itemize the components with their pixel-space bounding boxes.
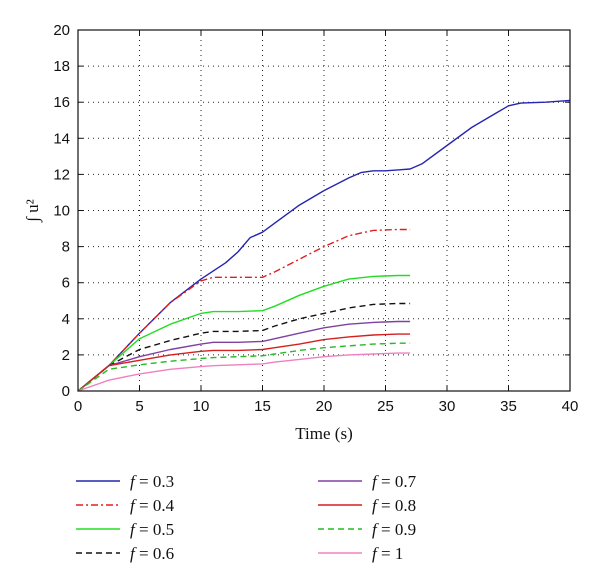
legend-variable: f <box>372 496 379 515</box>
legend-variable: f <box>130 472 137 491</box>
legend-label: f = 0.9 <box>372 520 416 539</box>
x-tick-label: 35 <box>500 398 517 415</box>
series-line-3 <box>77 274 411 392</box>
x-axis-label: Time (s) <box>295 424 352 443</box>
y-tick-label: 0 <box>62 383 70 400</box>
series-line-7 <box>77 342 411 392</box>
x-tick-label: 0 <box>74 398 82 415</box>
legend-variable: f <box>372 472 379 491</box>
series-line-8 <box>77 352 411 392</box>
y-tick-label: 16 <box>53 94 70 111</box>
legend: f = 0.3f = 0.4f = 0.5f = 0.6f = 0.7f = 0… <box>76 472 417 563</box>
series-line-1 <box>77 99 571 392</box>
legend-variable: f <box>130 544 137 563</box>
legend-variable: f <box>372 520 379 539</box>
y-tick-label: 6 <box>62 275 70 292</box>
legend-label: f = 0.5 <box>130 520 174 539</box>
legend-value: = 0.6 <box>135 544 174 563</box>
legend-label: f = 0.7 <box>372 472 417 491</box>
legend-value: = 0.5 <box>135 520 174 539</box>
legend-value: = 0.7 <box>377 472 417 491</box>
legend-label: f = 0.3 <box>130 472 174 491</box>
x-tick-label: 10 <box>193 398 210 415</box>
x-tick-label: 40 <box>562 398 579 415</box>
x-tick-label: 30 <box>439 398 456 415</box>
legend-value: = 1 <box>377 544 404 563</box>
legend-value: = 0.9 <box>377 520 416 539</box>
legend-variable: f <box>130 520 137 539</box>
series-line-6 <box>77 333 411 392</box>
x-tick-label: 5 <box>135 398 143 415</box>
y-tick-label: 10 <box>53 203 70 220</box>
axis-ticks: 0 5 10 15 20 25 30 35 40 0 2 4 6 8 10 12 14 16 18 20 <box>53 22 578 415</box>
series-line-5 <box>77 320 411 392</box>
y-tick-label: 18 <box>53 58 70 75</box>
y-tick-label: 4 <box>62 311 70 328</box>
x-tick-label: 25 <box>377 398 394 415</box>
legend-label: f = 1 <box>372 544 403 563</box>
series-line-2 <box>77 228 411 392</box>
legend-label: f = 0.8 <box>372 496 416 515</box>
legend-variable: f <box>372 544 379 563</box>
legend-value: = 0.3 <box>135 472 174 491</box>
legend-value: = 0.8 <box>377 496 416 515</box>
series-lines <box>77 99 571 392</box>
x-tick-label: 20 <box>316 398 333 415</box>
legend-label: f = 0.4 <box>130 496 175 515</box>
y-tick-label: 2 <box>62 347 70 364</box>
y-axis-label: ∫ u² <box>23 199 43 223</box>
x-tick-label: 15 <box>254 398 271 415</box>
y-tick-label: 20 <box>53 22 70 39</box>
grid <box>78 30 570 391</box>
y-tick-label: 12 <box>53 166 70 183</box>
legend-label: f = 0.6 <box>130 544 174 563</box>
y-tick-label: 14 <box>53 130 70 147</box>
y-tick-label: 8 <box>62 239 70 256</box>
legend-value: = 0.4 <box>135 496 175 515</box>
legend-variable: f <box>130 496 137 515</box>
series-line-4 <box>77 302 411 392</box>
